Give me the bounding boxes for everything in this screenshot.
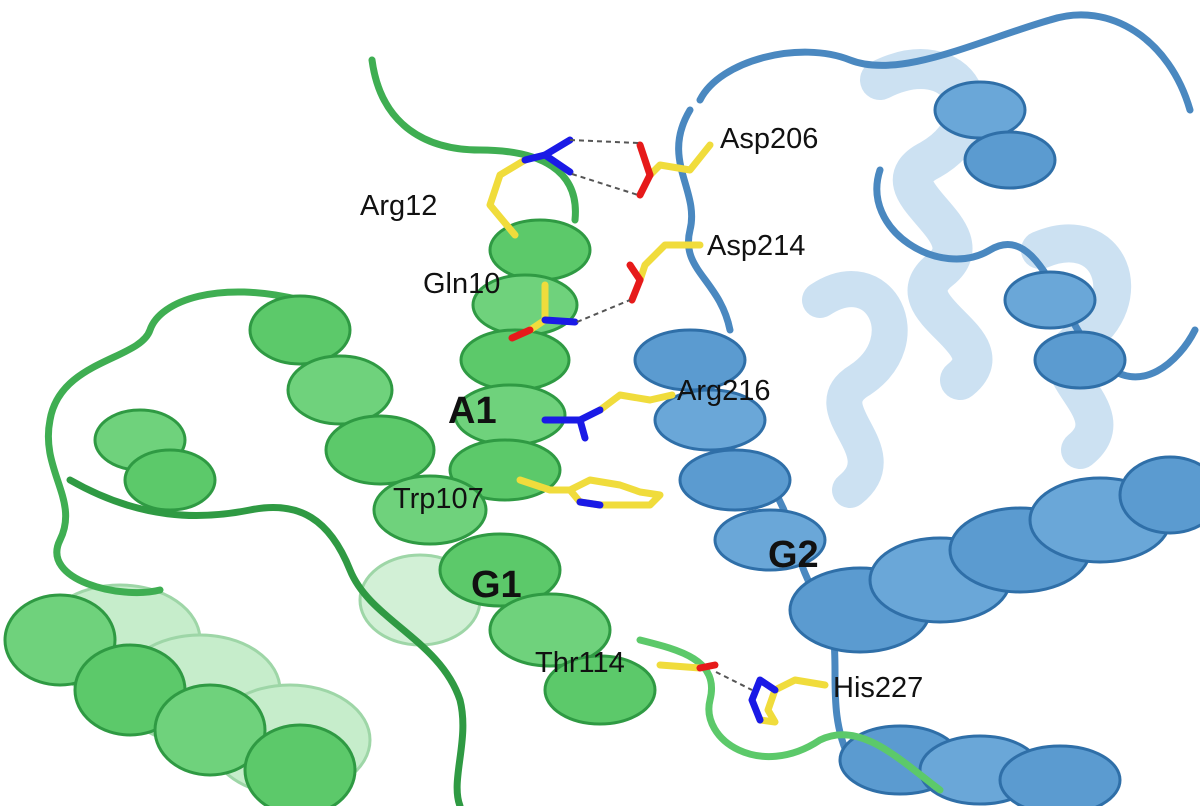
label-helix-a1: A1 (448, 390, 497, 432)
thr114-sticks (656, 661, 719, 672)
trp107-sticks (516, 476, 664, 509)
blue-loop-top (696, 11, 1194, 114)
hbond-arg12-asp206-upper (569, 139, 639, 144)
residue-labels: Arg12 Gln10 Asp206 Asp214 Arg216 Trp107 … (360, 123, 923, 704)
green-loop-left (45, 288, 304, 597)
label-asp214: Asp214 (707, 230, 805, 262)
green-helix-a1 (448, 218, 592, 502)
green-helix-left (248, 294, 488, 546)
asp206-sticks (636, 141, 714, 199)
green-loop-n-terminus (368, 56, 579, 224)
green-loop-c-terminus (636, 636, 944, 794)
label-helix-g1: G1 (471, 564, 522, 606)
label-trp107: Trp107 (393, 483, 484, 515)
hydrogen-bonds (569, 139, 753, 691)
label-thr114: Thr114 (535, 647, 625, 679)
blue-helix-lower-right (788, 455, 1200, 654)
green-helix-small (93, 408, 217, 512)
helix-labels: A1 G1 G2 (448, 390, 819, 606)
label-gln10: Gln10 (423, 268, 500, 300)
blue-chain-ribbon (633, 11, 1200, 806)
green-chain-ribbon (3, 56, 944, 806)
label-arg12: Arg12 (360, 190, 437, 222)
hbond-arg12-asp206-lower (571, 173, 639, 196)
arg12-sticks (486, 136, 574, 239)
blue-loop-upper (675, 106, 734, 334)
hbond-thr114-his227 (715, 671, 753, 691)
side-chains (486, 136, 829, 726)
gln10-sticks (508, 281, 579, 342)
hbond-gln10-asp214 (576, 299, 631, 323)
arg216-sticks (541, 391, 676, 442)
label-arg216: Arg216 (677, 375, 771, 407)
label-his227: His227 (833, 672, 923, 704)
blue-helix-upper-right (933, 80, 1127, 390)
green-helix-g1 (438, 532, 657, 726)
blue-helix-g2 (633, 328, 827, 572)
asp214-sticks (626, 241, 704, 304)
green-loop-middle (66, 476, 467, 806)
label-asp206: Asp206 (720, 123, 818, 155)
his227-sticks (748, 676, 829, 726)
blue-helix-bottom (838, 724, 1122, 806)
label-helix-g2: G2 (768, 534, 819, 576)
green-helix-bottom-left (3, 593, 357, 806)
blue-loop-right (873, 166, 1199, 381)
